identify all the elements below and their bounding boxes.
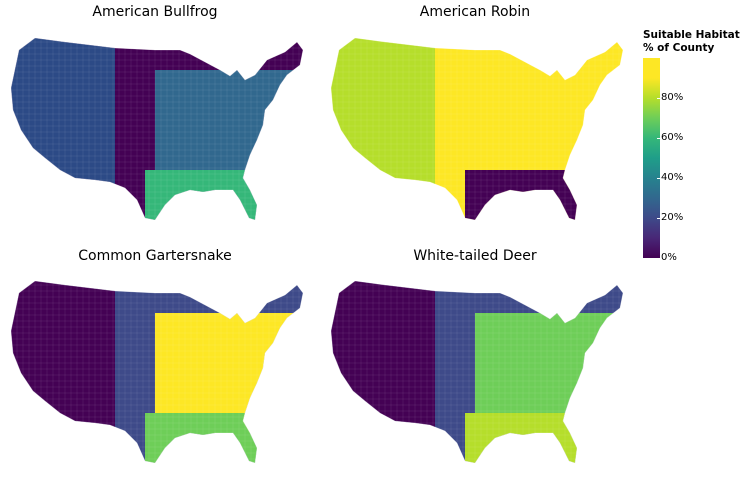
region-west xyxy=(11,281,115,463)
region-south xyxy=(465,170,585,220)
region-west xyxy=(331,281,435,463)
panel-title-deer: White-tailed Deer xyxy=(413,248,537,264)
region-south xyxy=(145,413,265,463)
legend-tick-mark xyxy=(657,257,660,259)
panel-title-gartersnake: Common Gartersnake xyxy=(78,248,232,264)
legend-tick-mark xyxy=(657,137,660,139)
us-outline xyxy=(330,37,624,221)
map-bullfrog xyxy=(10,37,304,221)
us-outline xyxy=(330,280,624,464)
legend-tick-label: 20% xyxy=(661,212,684,223)
panel-title-bullfrog: American Bullfrog xyxy=(92,4,218,20)
map-fill xyxy=(11,38,303,220)
legend-tick-label: 80% xyxy=(661,92,684,103)
region-west xyxy=(331,38,435,220)
legend-tick-mark xyxy=(657,97,660,99)
legend-tick-label: 60% xyxy=(661,132,684,143)
map-deer xyxy=(330,280,624,464)
map-fill xyxy=(331,281,623,463)
legend-colorbar xyxy=(643,58,660,258)
us-outline xyxy=(10,280,304,464)
legend-title-line1: Suitable Habitat xyxy=(643,29,740,41)
us-outline xyxy=(10,37,304,221)
region-south xyxy=(145,170,265,220)
region-south xyxy=(465,413,585,463)
panel-title-robin: American Robin xyxy=(419,4,531,20)
map-fill xyxy=(11,281,303,463)
map-gartersnake xyxy=(10,280,304,464)
legend-tick-mark xyxy=(657,177,660,179)
legend-tick-mark xyxy=(657,217,660,219)
legend-tick-label: 0% xyxy=(661,252,677,263)
region-west xyxy=(11,38,115,220)
map-robin xyxy=(330,37,624,221)
map-fill xyxy=(331,38,623,220)
legend-title-line2: % of County xyxy=(643,42,715,54)
legend-title: Suitable Habitat % of County xyxy=(643,29,740,55)
legend-tick-label: 40% xyxy=(661,172,684,183)
